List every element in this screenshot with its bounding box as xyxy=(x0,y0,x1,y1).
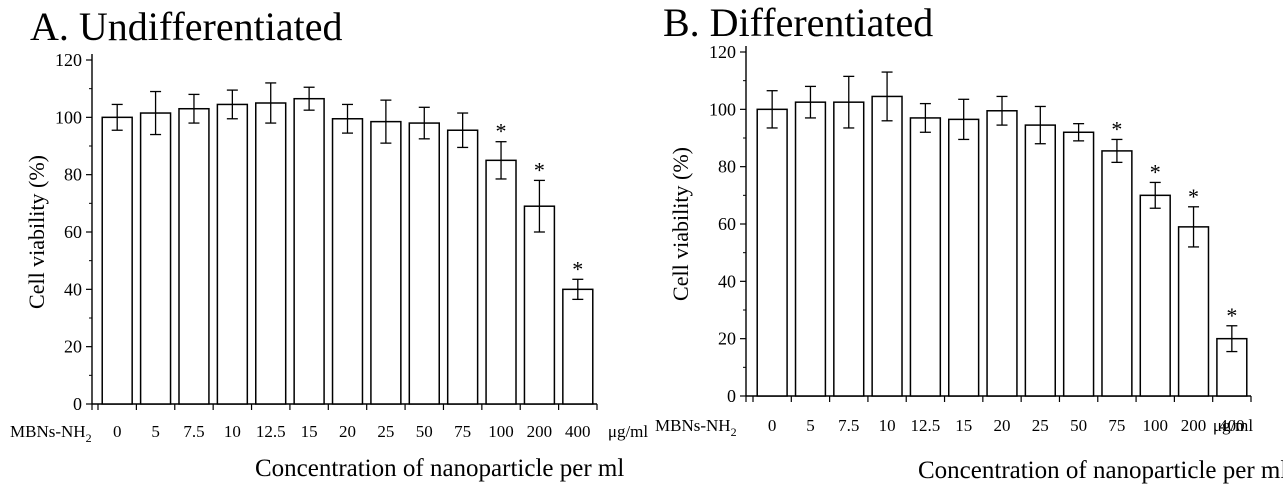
bar xyxy=(255,102,287,405)
y-tick-label: 60 xyxy=(718,214,736,234)
x-tick-label: 75 xyxy=(1108,416,1125,435)
y-tick-label: 60 xyxy=(64,222,82,242)
x-tick-label: 400 xyxy=(565,422,591,441)
significance-marker: * xyxy=(496,119,507,144)
x-tick-label: 15 xyxy=(955,416,972,435)
y-tick-label: 20 xyxy=(718,329,736,349)
significance-marker: * xyxy=(1111,116,1122,141)
bar xyxy=(833,101,865,397)
significance-marker: * xyxy=(1188,184,1199,209)
y-tick-label: 100 xyxy=(55,107,82,127)
bar xyxy=(1062,131,1095,397)
x-tick-label: 7.5 xyxy=(183,422,204,441)
x-axis-prefix: MBNs-NH2 xyxy=(10,422,92,445)
bar xyxy=(794,101,827,397)
bar xyxy=(408,122,440,405)
x-tick-label: 100 xyxy=(1142,416,1168,435)
bar xyxy=(178,107,210,405)
bar xyxy=(1139,194,1171,397)
y-axis-label: Cell viability (%) xyxy=(668,147,693,301)
x-tick-label: 400 xyxy=(1219,416,1245,435)
bar xyxy=(756,108,788,397)
bar xyxy=(370,120,402,405)
y-tick-label: 0 xyxy=(727,386,736,406)
y-tick-label: 120 xyxy=(55,50,82,70)
x-axis-prefix-text: MBNs-NH xyxy=(655,416,731,435)
bar xyxy=(562,288,594,405)
bar xyxy=(1024,124,1056,397)
significance-marker: * xyxy=(534,157,545,182)
y-tick-label: 100 xyxy=(709,99,736,119)
bar xyxy=(331,118,364,405)
y-tick-label: 40 xyxy=(718,271,736,291)
x-tick-label: 200 xyxy=(1181,416,1207,435)
y-tick-label: 40 xyxy=(64,279,82,299)
bar xyxy=(101,116,133,405)
bar xyxy=(1101,150,1133,397)
x-tick-label: 10 xyxy=(879,416,896,435)
chart-title: A. Undifferentiated xyxy=(30,4,342,49)
significance-marker: * xyxy=(1150,159,1161,184)
x-tick-label: 0 xyxy=(768,416,777,435)
bar xyxy=(986,110,1018,397)
x-tick-label: 75 xyxy=(454,422,471,441)
bar xyxy=(909,117,942,397)
x-tick-label: 5 xyxy=(806,416,815,435)
x-axis-prefix-subscript: 2 xyxy=(86,431,92,445)
bar xyxy=(523,205,556,405)
x-axis-unit: μg/ml xyxy=(608,422,649,441)
x-axis-label: Concentration of nanoparticle per ml xyxy=(255,455,624,482)
x-tick-label: 100 xyxy=(488,422,514,441)
x-tick-label: 50 xyxy=(416,422,433,441)
x-tick-label: 5 xyxy=(151,422,160,441)
x-axis-prefix-subscript: 2 xyxy=(731,425,737,439)
bar xyxy=(216,103,249,405)
bar xyxy=(293,97,325,405)
x-tick-label: 12.5 xyxy=(256,422,286,441)
x-axis-prefix-text: MBNs-NH xyxy=(10,422,86,441)
significance-marker: * xyxy=(572,256,583,281)
x-tick-label: 7.5 xyxy=(838,416,859,435)
x-tick-label: 10 xyxy=(224,422,241,441)
x-tick-label: 0 xyxy=(113,422,122,441)
x-tick-label: 25 xyxy=(377,422,394,441)
y-tick-label: 120 xyxy=(709,42,736,62)
y-tick-label: 0 xyxy=(73,394,82,414)
bar xyxy=(485,159,517,405)
bar xyxy=(446,129,479,405)
x-tick-label: 50 xyxy=(1070,416,1087,435)
x-tick-label: 25 xyxy=(1032,416,1049,435)
y-axis-label: Cell viability (%) xyxy=(24,155,49,309)
y-tick-label: 80 xyxy=(64,165,82,185)
bar xyxy=(871,95,903,397)
bar xyxy=(948,118,980,397)
x-tick-label: 15 xyxy=(301,422,318,441)
x-tick-label: 12.5 xyxy=(911,416,941,435)
y-tick-label: 80 xyxy=(718,157,736,177)
bar xyxy=(1177,226,1210,397)
x-axis-prefix: MBNs-NH2 xyxy=(655,416,737,439)
x-axis-unit: μg/ml xyxy=(1213,416,1254,435)
y-tick-label: 20 xyxy=(64,337,82,357)
x-tick-label: 200 xyxy=(527,422,553,441)
bar xyxy=(139,112,172,405)
x-axis-label: Concentration of nanoparticle per ml xyxy=(918,457,1283,484)
x-tick-label: 20 xyxy=(994,416,1011,435)
significance-marker: * xyxy=(1226,303,1237,328)
chart-title: B. Differentiated xyxy=(663,0,933,45)
x-tick-label: 20 xyxy=(339,422,356,441)
